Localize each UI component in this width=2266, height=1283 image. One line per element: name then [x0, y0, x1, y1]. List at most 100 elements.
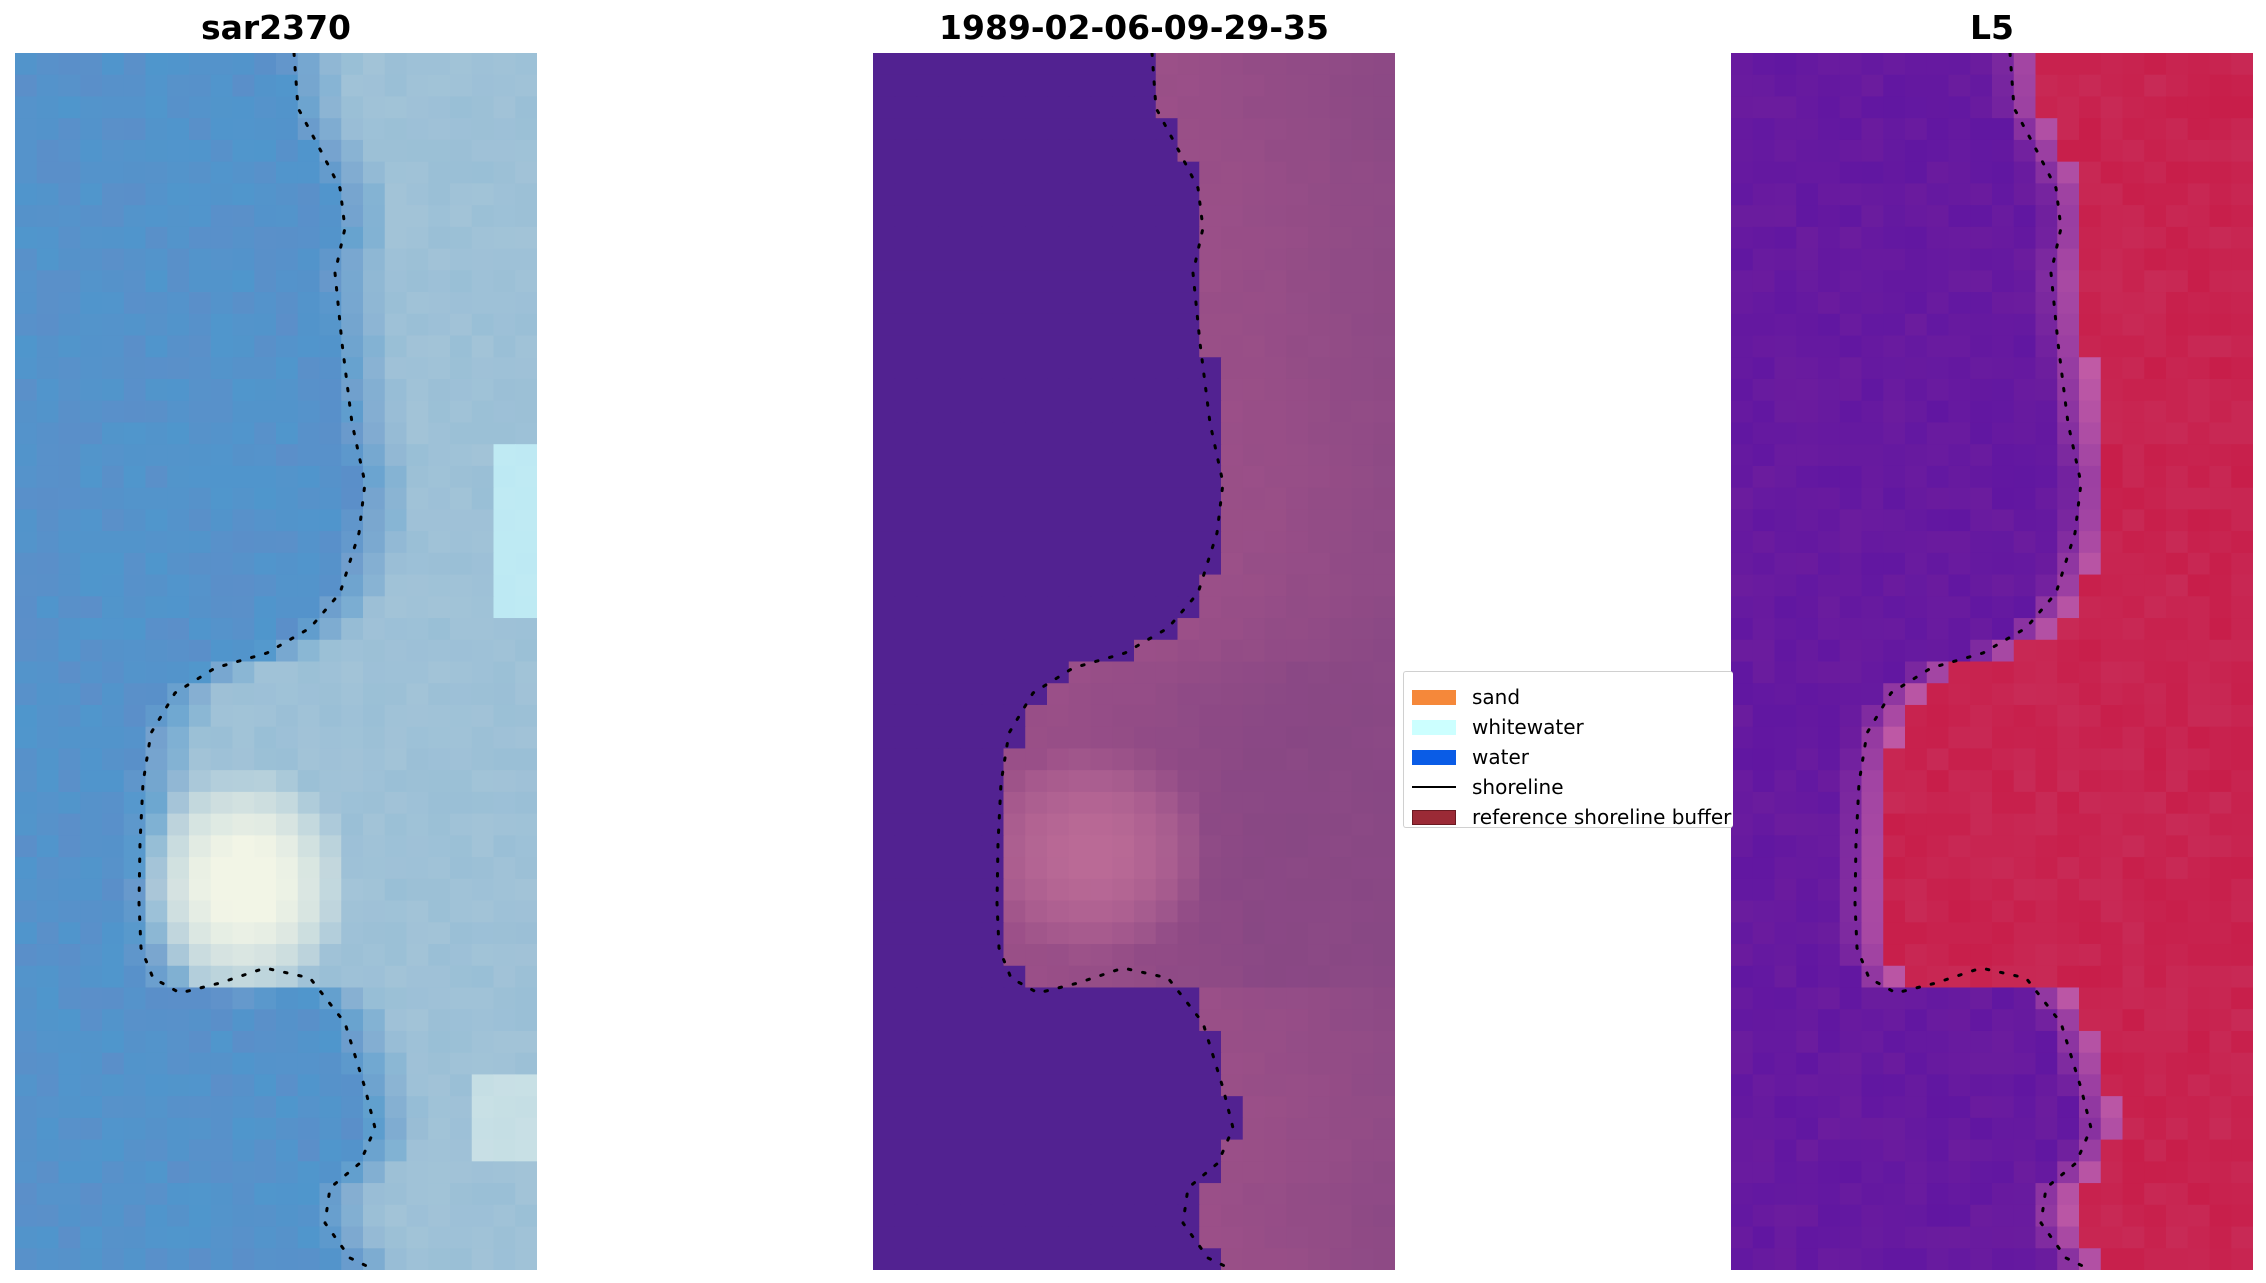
index-pixel	[2057, 465, 2080, 489]
class-pixel	[1286, 422, 1309, 445]
index-pixel	[2144, 357, 2167, 380]
class-pixel	[1155, 1117, 1179, 1141]
class-pixel	[1068, 465, 1092, 489]
rgb-pixel	[102, 53, 125, 76]
rgb-pixel	[254, 813, 277, 836]
class-pixel	[1199, 857, 1222, 880]
class-pixel	[1329, 661, 1353, 684]
class-pixel	[1286, 118, 1309, 141]
rgb-pixel	[210, 770, 234, 793]
rgb-pixel	[515, 1117, 537, 1141]
rgb-pixel	[210, 161, 234, 184]
rgb-pixel	[341, 292, 364, 315]
rgb-pixel	[167, 465, 190, 489]
class-pixel	[1264, 726, 1287, 750]
class-pixel	[1242, 661, 1266, 684]
rgb-pixel	[36, 1139, 60, 1162]
class-pixel	[960, 900, 983, 923]
index-pixel	[1839, 639, 1863, 663]
rgb-pixel	[254, 1030, 277, 1054]
index-pixel	[1970, 1226, 1993, 1249]
index-pixel	[1839, 313, 1863, 337]
class-pixel	[981, 74, 1005, 98]
index-pixel	[1970, 922, 1993, 945]
index-pixel	[1948, 292, 1971, 315]
rgb-pixel	[428, 1183, 451, 1206]
class-pixel	[894, 53, 918, 76]
class-pixel	[894, 748, 918, 771]
index-pixel	[1992, 400, 2015, 424]
index-pixel	[2209, 552, 2232, 576]
class-pixel	[1286, 96, 1309, 119]
rgb-pixel	[363, 270, 386, 293]
rgb-pixel	[341, 1226, 364, 1249]
class-pixel	[1373, 1248, 1395, 1270]
index-pixel	[1992, 726, 2015, 750]
rgb-pixel	[384, 313, 408, 337]
class-pixel	[1221, 1226, 1244, 1249]
index-pixel	[2144, 726, 2167, 750]
index-pixel	[1948, 639, 1971, 663]
index-pixel	[1926, 531, 1950, 554]
index-pixel	[2231, 139, 2253, 163]
index-pixel	[2231, 922, 2253, 945]
rgb-pixel	[341, 205, 364, 228]
class-pixel	[894, 1096, 918, 1119]
class-pixel	[981, 1204, 1005, 1228]
rgb-pixel	[297, 661, 321, 684]
class-pixel	[1047, 161, 1070, 184]
rgb-pixel	[297, 357, 321, 380]
rgb-pixel	[493, 248, 516, 271]
class-pixel	[894, 813, 918, 836]
rgb-pixel	[36, 335, 60, 358]
class-pixel	[1025, 1117, 1048, 1141]
class-pixel	[1003, 96, 1026, 119]
class-pixel	[1351, 878, 1374, 902]
index-pixel	[1861, 96, 1884, 119]
index-pixel	[1752, 1161, 1776, 1184]
rgb-pixel	[276, 1117, 299, 1141]
rgb-pixel	[80, 1161, 103, 1184]
index-pixel	[1839, 704, 1863, 728]
rgb-pixel	[15, 748, 38, 771]
index-pixel	[2209, 1117, 2232, 1141]
index-pixel	[2013, 704, 2037, 728]
class-pixel	[1112, 292, 1135, 315]
class-pixel	[960, 53, 983, 76]
class-pixel	[1221, 313, 1244, 337]
rgb-pixel	[145, 770, 168, 793]
class-pixel	[1025, 270, 1048, 293]
rgb-pixel	[80, 487, 103, 510]
index-pixel	[1774, 748, 1797, 771]
class-pixel	[1286, 465, 1309, 489]
rgb-pixel	[189, 531, 212, 554]
class-pixel	[1286, 270, 1309, 293]
rgb-pixel	[232, 205, 255, 228]
index-pixel	[2231, 465, 2253, 489]
index-pixel	[1796, 422, 1819, 445]
class-pixel	[1199, 965, 1222, 989]
rgb-pixel	[102, 618, 125, 641]
rgb-pixel	[406, 357, 429, 380]
rgb-pixel	[189, 770, 212, 793]
class-pixel	[1003, 944, 1026, 967]
index-pixel	[2122, 335, 2145, 358]
index-pixel	[1970, 313, 1993, 337]
rgb-pixel	[210, 1139, 234, 1162]
index-pixel	[1861, 900, 1884, 923]
class-pixel	[981, 313, 1005, 337]
class-pixel	[1308, 444, 1331, 467]
index-pixel	[2079, 726, 2102, 750]
rgb-pixel	[428, 857, 451, 880]
index-pixel	[2231, 1052, 2253, 1076]
class-pixel	[1003, 444, 1026, 467]
index-pixel	[1839, 878, 1863, 902]
rgb-pixel	[15, 1030, 38, 1054]
rgb-pixel	[189, 465, 212, 489]
index-pixel	[2013, 313, 2037, 337]
index-pixel	[2079, 900, 2102, 923]
class-pixel	[1329, 400, 1353, 424]
class-pixel	[1329, 726, 1353, 750]
class-pixel	[1286, 552, 1309, 576]
index-pixel	[1752, 313, 1776, 337]
